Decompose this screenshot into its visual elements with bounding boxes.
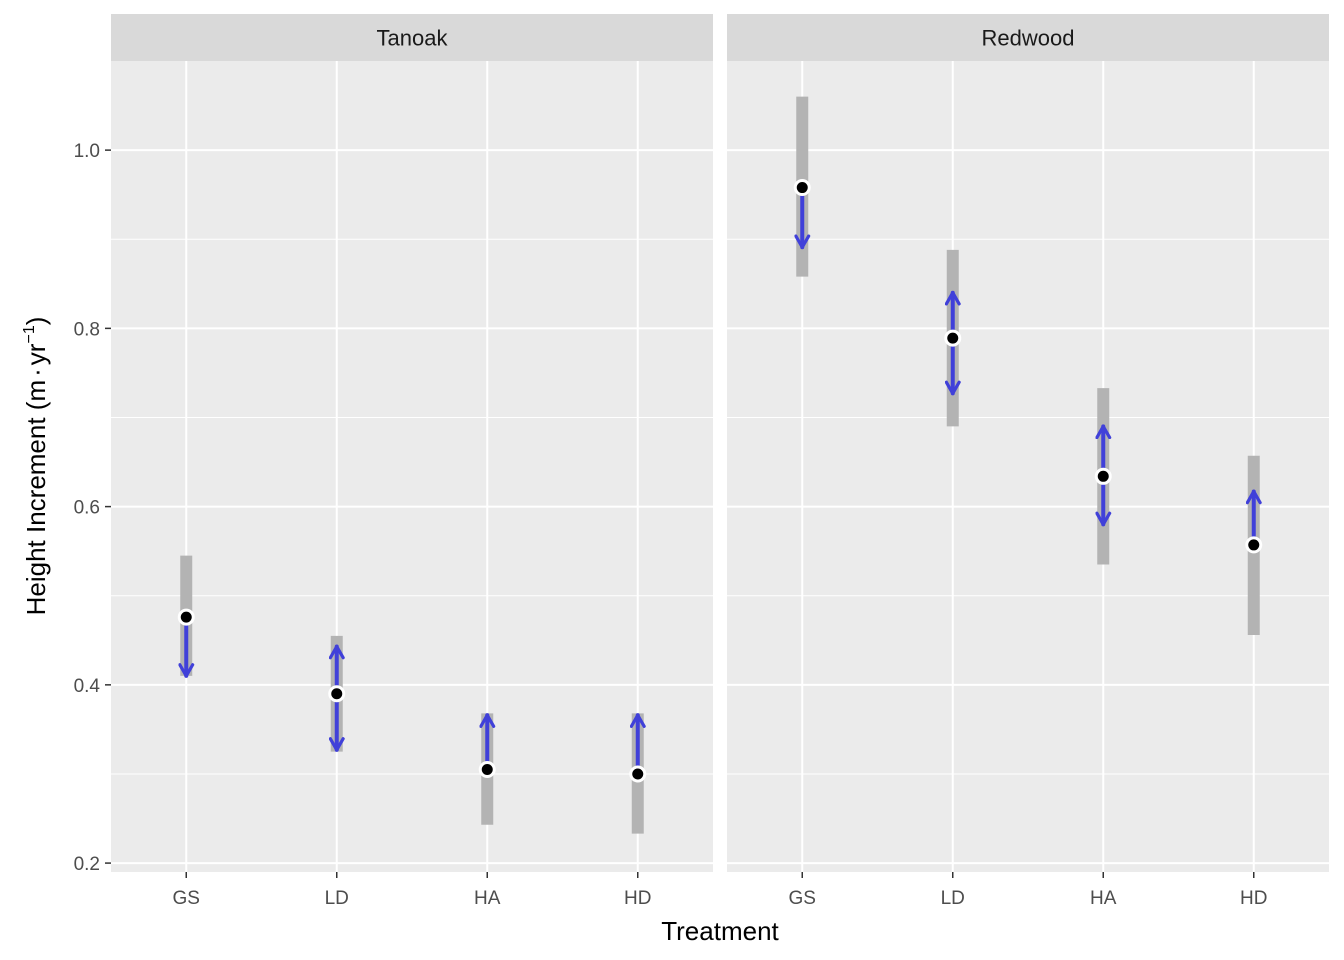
panel-redwood: Redwood GS LD HA HD [727, 14, 1329, 909]
x-axis-title: Treatment [661, 916, 779, 946]
x-tick-label-redwood-ld: LD [941, 888, 965, 909]
point-tanoak-ha [478, 761, 496, 779]
point-tanoak-gs [177, 608, 195, 626]
x-tick-label-tanoak-ha: HA [474, 888, 501, 909]
panel-background [727, 61, 1329, 872]
x-tick-label-redwood-hd: HD [1240, 888, 1267, 909]
point-tanoak-ld [328, 685, 346, 703]
point-redwood-hd [1245, 536, 1263, 554]
y-axis: 0.2 0.4 0.6 0.8 1.0 [74, 141, 111, 875]
x-tick-label-redwood-ha: HA [1090, 888, 1117, 909]
y-tick-label: 0.8 [74, 319, 100, 340]
strip-label-redwood: Redwood [982, 26, 1075, 51]
point-redwood-gs [793, 179, 811, 197]
panel-tanoak: Tanoak GS LD HA HD [111, 14, 713, 909]
y-tick-label: 0.4 [74, 676, 101, 697]
y-tick-label: 0.2 [74, 854, 100, 875]
panels: Tanoak GS LD HA HD Redwood GS LD HA HD [111, 14, 1329, 909]
y-tick-label: 0.6 [74, 498, 100, 519]
strip-redwood [727, 14, 1329, 61]
panel-background [111, 61, 713, 872]
x-tick-label-tanoak-gs: GS [173, 888, 200, 909]
strip-tanoak [111, 14, 713, 61]
point-tanoak-hd [629, 765, 647, 783]
strip-label-tanoak: Tanoak [377, 26, 449, 51]
point-redwood-ha [1094, 467, 1112, 485]
y-tick-label: 1.0 [74, 141, 100, 162]
point-redwood-ld [944, 329, 962, 347]
y-axis-title: Height Increment (m·yr−1) [21, 317, 51, 616]
x-tick-label-tanoak-hd: HD [624, 888, 651, 909]
x-tick-label-tanoak-ld: LD [325, 888, 349, 909]
x-tick-label-redwood-gs: GS [789, 888, 816, 909]
